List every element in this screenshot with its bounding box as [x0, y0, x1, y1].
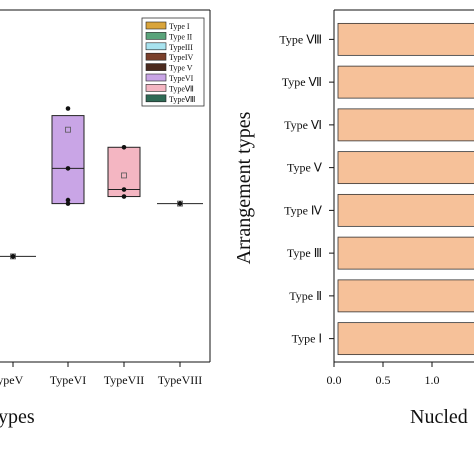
right-bars	[337, 22, 474, 356]
legend-entry: Type II	[169, 32, 193, 41]
left-x-tick-label: TypeV	[0, 373, 24, 387]
right-y-tick-label: Type Ⅶ	[282, 75, 322, 89]
left-x-tick-label: TypeVIII	[158, 373, 202, 387]
box-mean-marker	[65, 126, 71, 133]
legend-swatch	[145, 63, 167, 71]
box-mean-marker	[177, 200, 183, 207]
bar	[337, 322, 474, 356]
right-y-tick-label: Type Ⅱ	[289, 289, 322, 303]
bar	[337, 193, 474, 227]
legend-swatch	[145, 52, 167, 61]
bar	[337, 151, 474, 185]
legend-swatch	[145, 42, 167, 51]
box-body	[51, 115, 85, 205]
legend-entry: TypeIII	[169, 43, 193, 52]
box-group	[157, 200, 203, 207]
legend-entry: TypeVI	[169, 74, 194, 83]
legend-swatch	[145, 73, 167, 82]
right-y-axis-label: Arrangement types	[233, 111, 255, 264]
legend-entry: TypeⅧ	[169, 95, 195, 104]
legend-swatch	[145, 21, 167, 30]
box-data-point	[121, 144, 127, 150]
legend-swatch	[145, 84, 167, 92]
box-data-point	[177, 201, 183, 206]
box-mean-marker	[121, 172, 127, 179]
right-y-tick-label: Type Ⅰ	[292, 332, 322, 346]
box-data-point	[65, 201, 71, 206]
left-boxes	[0, 106, 203, 260]
box-group	[107, 144, 141, 199]
right-x-tick-label: 0.5	[376, 373, 391, 387]
box-data-point	[65, 166, 71, 171]
bar	[337, 22, 474, 56]
right-x-axis-label: Nucled	[410, 406, 468, 428]
box-data-point	[65, 197, 71, 203]
box-data-point	[121, 194, 127, 199]
right-y-ticks: Type Ⅰ Type Ⅱ Type Ⅲ Type Ⅳ Type Ⅴ Type Ⅵ Type…	[279, 32, 334, 346]
right-x-tick-label: 1.0	[425, 373, 440, 387]
right-y-tick-label: Type Ⅵ	[284, 118, 322, 132]
box-mean-marker	[10, 253, 16, 260]
bar	[337, 65, 474, 99]
right-bar-chart: Type Ⅰ Type Ⅱ Type Ⅲ Type Ⅳ Type Ⅴ Type Ⅵ Type…	[233, 9, 474, 428]
legend-entry: Type I	[169, 22, 190, 31]
box-group	[0, 253, 36, 260]
right-x-ticks: 0.00.51.01.5	[327, 362, 474, 387]
bar	[337, 279, 474, 313]
right-y-tick-label: Type Ⅳ	[284, 203, 322, 217]
right-y-tick-label: Type Ⅷ	[279, 32, 322, 46]
box-data-point	[121, 187, 127, 192]
box-group	[51, 106, 85, 206]
left-x-tick-label: TypeVI	[50, 373, 86, 387]
left-x-tick-label: TypeVII	[104, 373, 144, 387]
legend-entry: Type V	[169, 64, 193, 73]
right-y-tick-label: Type Ⅴ	[287, 161, 323, 175]
box-data-point	[10, 254, 16, 259]
left-x-axis-label: ypes	[0, 406, 35, 428]
right-x-tick-label: 0.0	[327, 373, 342, 387]
bar	[337, 236, 474, 270]
right-y-tick-label: Type Ⅲ	[287, 246, 322, 260]
legend-swatch	[145, 94, 167, 103]
legend-entry: TypeIV	[169, 53, 194, 62]
left-x-ticks: TypeV TypeVI TypeVII TypeVIII	[0, 362, 202, 387]
box-data-point	[65, 106, 71, 111]
legend-entry: TypeⅦ	[169, 84, 194, 93]
bar	[337, 108, 474, 142]
legend-swatch	[145, 32, 167, 40]
